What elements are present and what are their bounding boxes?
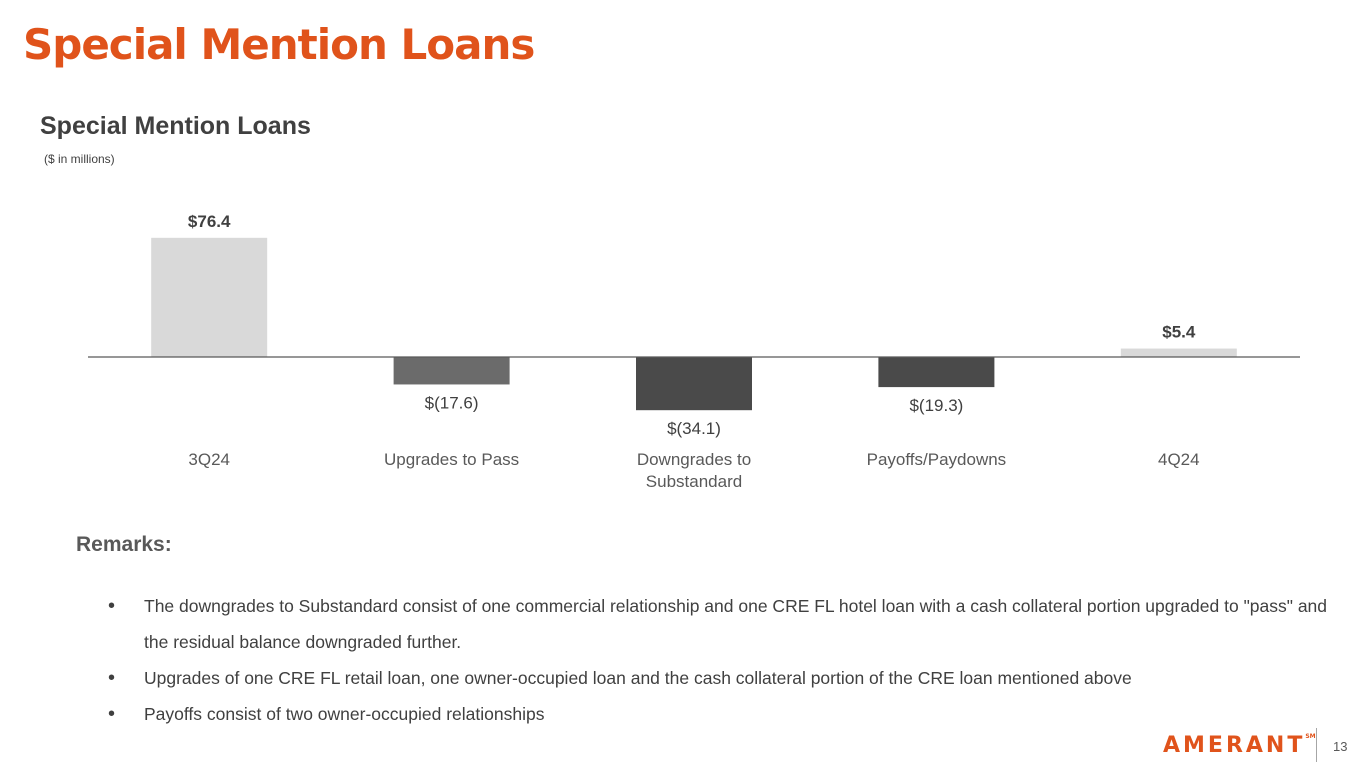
logo-service-mark: SM [1305, 733, 1316, 740]
remarks-list: The downgrades to Substandard consist of… [108, 588, 1333, 732]
remark-item: The downgrades to Substandard consist of… [108, 588, 1333, 660]
remark-item: Upgrades of one CRE FL retail loan, one … [108, 660, 1333, 696]
bar-upgrades-to-pass [393, 357, 510, 385]
amerant-logo: AMERANTSM [1163, 733, 1316, 758]
data-label: $76.4 [188, 212, 231, 231]
x-tick-label: 4Q24 [1158, 450, 1200, 469]
x-tick-label: Payoffs/Paydowns [867, 450, 1007, 469]
bar-4q24 [1120, 348, 1237, 357]
data-label: $5.4 [1162, 323, 1196, 342]
data-label: $(17.6) [425, 393, 479, 412]
bar-payoffs-paydowns [878, 357, 995, 388]
data-label: $(34.1) [667, 419, 721, 438]
remarks-heading: Remarks: [76, 533, 172, 556]
page-title: Special Mention Loans [23, 20, 535, 69]
waterfall-chart: $76.4 3Q24 $(17.6) Upgrades to Pass $(34.1) D… [88, 212, 1300, 491]
data-label: $(19.3) [909, 396, 963, 415]
x-tick-label: 3Q24 [188, 450, 230, 469]
bar-3q24 [151, 237, 268, 357]
chart-subtitle: ($ in millions) [44, 152, 115, 166]
x-tick-label: Upgrades to Pass [384, 450, 519, 469]
page-number: 13 [1333, 739, 1348, 754]
x-tick-label: Downgrades to Substandard [637, 450, 751, 491]
remark-item: Payoffs consist of two owner-occupied re… [108, 696, 1333, 732]
chart-title: Special Mention Loans [40, 112, 311, 140]
logo-divider [1316, 728, 1317, 762]
bar-downgrades-to-substandard [636, 357, 752, 411]
logo-text: AMERANT [1163, 733, 1306, 758]
